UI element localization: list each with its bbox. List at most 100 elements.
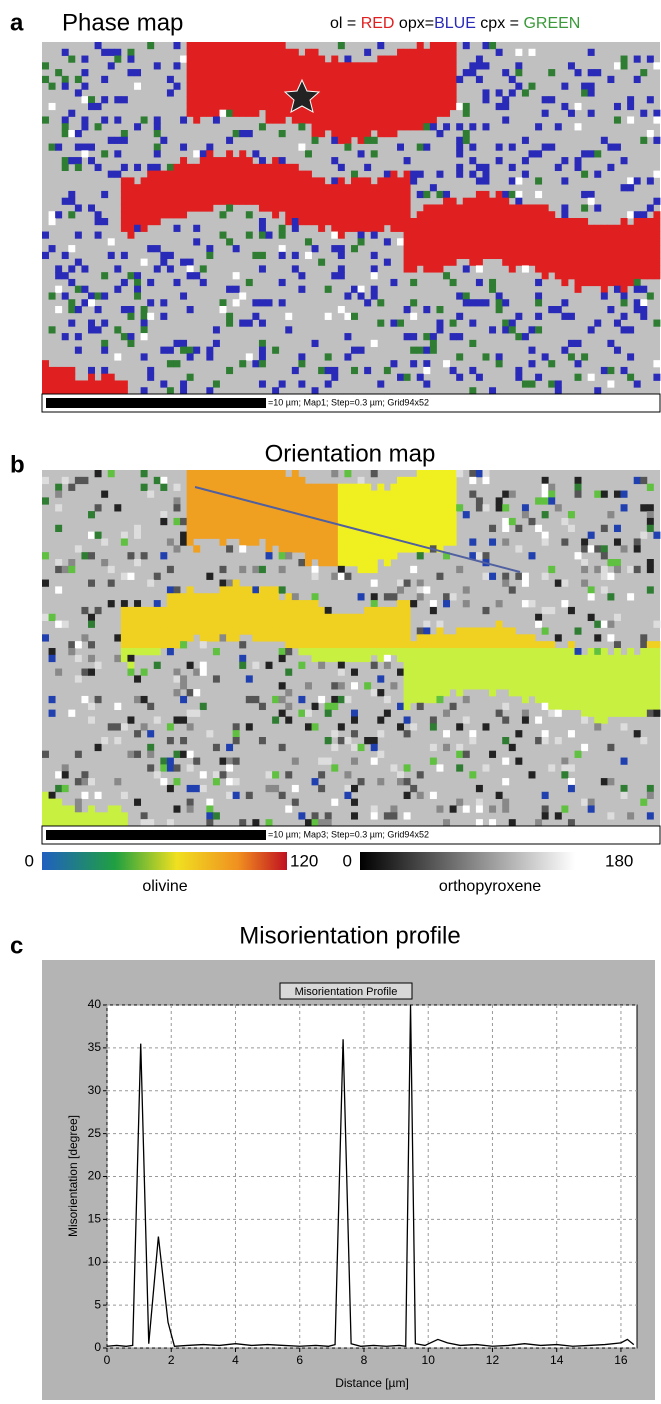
map-pixel: [213, 184, 220, 191]
map-pixel: [173, 518, 180, 525]
map-pixel: [338, 696, 345, 703]
map-pixel: [75, 286, 82, 293]
map-pixel: [154, 627, 161, 634]
map-pixel: [535, 204, 542, 211]
map-pixel: [410, 265, 417, 272]
map-pixel: [476, 279, 483, 286]
map-pixel: [338, 614, 345, 621]
map-pixel: [568, 675, 575, 682]
map-pixel: [338, 662, 345, 669]
map-pixel: [476, 682, 483, 689]
map-pixel: [430, 792, 437, 799]
map-pixel: [180, 675, 187, 682]
map-pixel: [417, 83, 424, 90]
map-pixel: [226, 42, 233, 49]
map-pixel: [482, 552, 489, 559]
map-pixel: [423, 347, 430, 354]
map-pixel: [607, 559, 614, 566]
map-pixel: [588, 696, 595, 703]
map-pixel: [101, 272, 108, 279]
map-pixel: [423, 83, 430, 90]
map-pixel: [55, 812, 62, 819]
map-pixel: [180, 116, 187, 123]
map-pixel: [535, 648, 542, 655]
map-pixel: [555, 634, 562, 641]
map-pixel: [476, 675, 483, 682]
map-pixel: [489, 279, 496, 286]
map-pixel: [607, 272, 614, 279]
map-pixel: [279, 191, 286, 198]
map-pixel: [206, 511, 213, 518]
map-pixel: [404, 184, 411, 191]
map-pixel: [404, 49, 411, 56]
map-pixel: [75, 778, 82, 785]
map-pixel: [581, 669, 588, 676]
map-pixel: [233, 737, 240, 744]
map-pixel: [456, 252, 463, 259]
map-pixel: [167, 566, 174, 573]
map-pixel: [167, 641, 174, 648]
map-pixel: [581, 150, 588, 157]
map-pixel: [621, 279, 628, 286]
map-pixel: [397, 504, 404, 511]
map-pixel: [390, 218, 397, 225]
map-pixel: [220, 511, 227, 518]
map-pixel: [344, 655, 351, 662]
map-pixel: [594, 320, 601, 327]
map-pixel: [614, 675, 621, 682]
map-pixel: [154, 184, 161, 191]
map-pixel: [147, 744, 154, 751]
map-pixel: [88, 380, 95, 387]
map-pixel: [555, 259, 562, 266]
map-pixel: [298, 353, 305, 360]
map-pixel: [285, 191, 292, 198]
map-pixel: [351, 89, 358, 96]
map-pixel: [482, 662, 489, 669]
map-pixel: [49, 218, 56, 225]
map-pixel: [279, 470, 286, 477]
map-pixel: [522, 265, 529, 272]
map-pixel: [338, 272, 345, 279]
map-pixel: [476, 252, 483, 259]
map-pixel: [147, 634, 154, 641]
map-pixel: [127, 218, 134, 225]
map-pixel: [252, 83, 259, 90]
map-pixel: [213, 83, 220, 90]
map-pixel: [68, 279, 75, 286]
map-pixel: [627, 272, 634, 279]
map-pixel: [417, 245, 424, 252]
map-pixel: [601, 648, 608, 655]
map-pixel: [285, 177, 292, 184]
map-pixel: [134, 799, 141, 806]
map-pixel: [259, 607, 266, 614]
map-pixel: [351, 83, 358, 90]
map-pixel: [515, 232, 522, 239]
map-pixel: [535, 374, 542, 381]
map-pixel: [515, 313, 522, 320]
map-pixel: [575, 272, 582, 279]
map-pixel: [121, 218, 128, 225]
map-pixel: [476, 634, 483, 641]
map-pixel: [141, 387, 148, 394]
map-pixel: [285, 593, 292, 600]
map-pixel: [351, 491, 358, 498]
map-pixel: [621, 504, 628, 511]
map-pixel: [397, 225, 404, 232]
map-pixel: [463, 751, 470, 758]
map-pixel: [377, 778, 384, 785]
map-pixel: [239, 662, 246, 669]
map-pixel: [160, 634, 167, 641]
map-pixel: [318, 627, 325, 634]
map-pixel: [68, 367, 75, 374]
map-pixel: [167, 211, 174, 218]
map-pixel: [443, 538, 450, 545]
map-pixel: [68, 566, 75, 573]
map-pixel: [252, 191, 259, 198]
map-pixel: [312, 655, 319, 662]
map-pixel: [220, 518, 227, 525]
map-pixel: [404, 204, 411, 211]
map-pixel: [344, 511, 351, 518]
map-pixel: [127, 627, 134, 634]
map-pixel: [621, 696, 628, 703]
map-pixel: [351, 347, 358, 354]
